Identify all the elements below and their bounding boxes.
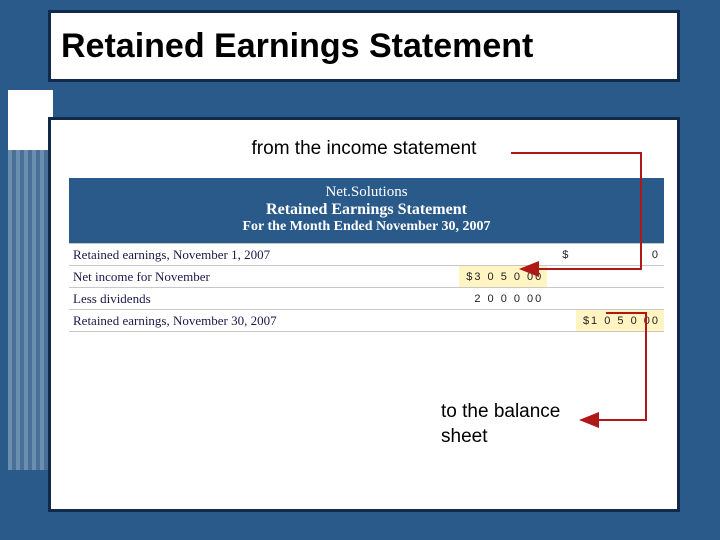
row-col2 <box>576 288 664 310</box>
row-label: Retained earnings, November 1, 2007 <box>69 244 459 266</box>
table-row: Retained earnings, November 30, 2007 $1 0… <box>69 310 664 332</box>
top-caption: from the income statement <box>51 138 677 160</box>
row-col2-prefix <box>558 266 576 288</box>
statement-header: Net.Solutions Retained Earnings Statemen… <box>69 178 664 243</box>
company-name: Net.Solutions <box>73 184 660 201</box>
row-col1 <box>459 244 547 266</box>
bottom-caption-line2: sheet <box>441 426 487 447</box>
table-row: Net income for November$3 0 5 0 00 <box>69 266 664 288</box>
table-row: Less dividends2 0 0 0 00 <box>69 288 664 310</box>
retained-earnings-statement: Net.Solutions Retained Earnings Statemen… <box>69 178 664 332</box>
statement-table: Retained earnings, November 1, 2007$0Net… <box>69 243 664 332</box>
row-col2-prefix <box>558 288 576 310</box>
table-row: Retained earnings, November 1, 2007 $0 <box>69 244 664 266</box>
row-col2-prefix <box>558 310 576 332</box>
row-gap <box>547 266 558 288</box>
row-gap <box>547 310 558 332</box>
row-col2-prefix: $ <box>558 244 576 266</box>
bottom-caption: to the balance sheet <box>441 400 560 449</box>
slide-title: Retained Earnings Statement <box>61 27 533 66</box>
side-decoration-top <box>8 90 53 150</box>
content-box: from the income statement Net.Solutions … <box>48 117 680 512</box>
row-col2: $1 0 5 0 00 <box>576 310 664 332</box>
row-col2: 0 <box>576 244 664 266</box>
statement-title: Retained Earnings Statement <box>73 201 660 219</box>
bottom-caption-line1: to the balance <box>441 401 560 422</box>
row-label: Net income for November <box>69 266 459 288</box>
row-col2 <box>576 266 664 288</box>
statement-period: For the Month Ended November 30, 2007 <box>73 219 660 235</box>
row-gap <box>547 244 558 266</box>
row-gap <box>547 288 558 310</box>
row-col1 <box>459 310 547 332</box>
row-label: Retained earnings, November 30, 2007 <box>69 310 459 332</box>
title-box: Retained Earnings Statement <box>48 10 680 82</box>
row-col1: $3 0 5 0 00 <box>459 266 547 288</box>
row-col1: 2 0 0 0 00 <box>459 288 547 310</box>
row-label: Less dividends <box>69 288 459 310</box>
